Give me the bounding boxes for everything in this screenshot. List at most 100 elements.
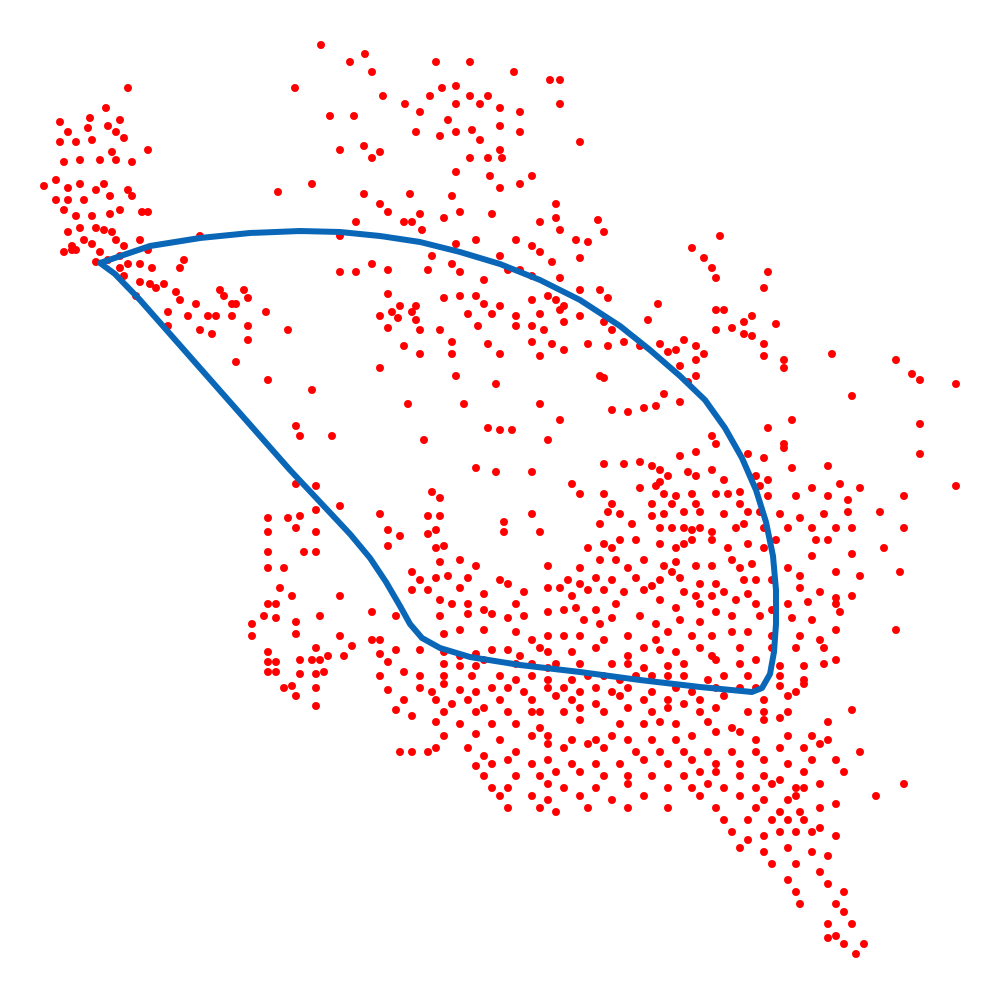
scatter-point: [468, 126, 476, 134]
scatter-point: [708, 592, 716, 600]
boundary-curve-layer: [97, 228, 779, 695]
scatter-point: [820, 660, 828, 668]
scatter-point: [504, 580, 512, 588]
scatter-point: [456, 720, 464, 728]
scatter-point: [496, 792, 504, 800]
scatter-point: [744, 540, 752, 548]
scatter-point: [696, 580, 704, 588]
scatter-point: [52, 196, 60, 204]
scatter-point: [452, 100, 460, 108]
scatter-point: [432, 574, 440, 582]
scatter-point: [456, 556, 464, 564]
scatter-point: [500, 528, 508, 536]
scatter-point: [840, 888, 848, 896]
scatter-point: [204, 312, 212, 320]
scatter-point: [436, 596, 444, 604]
scatter-point: [438, 84, 446, 92]
scatter-point: [576, 704, 584, 712]
scatter-point: [512, 600, 520, 608]
scatter-point: [780, 364, 788, 372]
scatter-point: [536, 724, 544, 732]
scatter-point: [592, 700, 600, 708]
scatter-point: [660, 390, 668, 398]
scatter-point: [664, 348, 672, 356]
scatter-point: [312, 506, 320, 514]
scatter-point: [568, 760, 576, 768]
scatter-point: [520, 588, 528, 596]
scatter-point: [748, 332, 756, 340]
scatter-point: [664, 672, 672, 680]
scatter-point: [844, 496, 852, 504]
scatter-point: [712, 306, 720, 314]
scatter-point: [360, 190, 368, 198]
scatter-point: [336, 632, 344, 640]
scatter-point: [412, 302, 420, 310]
scatter-point: [536, 310, 544, 318]
scatter-point: [379, 92, 387, 100]
scatter-point: [432, 696, 440, 704]
scatter-point: [832, 594, 840, 602]
scatter-point: [504, 646, 512, 654]
scatter-point: [680, 540, 688, 548]
scatter-point: [320, 668, 328, 676]
scatter-point: [796, 900, 804, 908]
scatter-point: [76, 224, 84, 232]
scatter-point: [600, 460, 608, 468]
scatter-point: [544, 676, 552, 684]
scatter-point: [856, 572, 864, 580]
scatter-point: [432, 744, 440, 752]
scatter-point: [416, 672, 424, 680]
scatter-point: [544, 584, 552, 592]
scatter-point: [148, 264, 156, 272]
scatter-point: [488, 784, 496, 792]
scatter-point: [472, 762, 480, 770]
scatter-point: [712, 608, 720, 616]
scatter-point: [736, 500, 744, 508]
scatter-point: [892, 356, 900, 364]
scatter-point: [556, 274, 564, 282]
scatter-point: [560, 708, 568, 716]
scatter-point: [456, 292, 464, 300]
scatter-point: [488, 610, 496, 618]
scatter-point: [776, 776, 784, 784]
scatter-point: [276, 584, 284, 592]
scatter-point: [656, 718, 664, 726]
scatter-point: [416, 646, 424, 654]
scatter-point: [592, 574, 600, 582]
scatter-point: [808, 552, 816, 560]
scatter-point: [668, 568, 676, 576]
scatter-point: [852, 950, 860, 958]
scatter-point: [376, 312, 384, 320]
scatter-point: [900, 524, 908, 532]
scatter-point: [808, 484, 816, 492]
scatter-point: [72, 212, 80, 220]
scatter-point: [308, 180, 316, 188]
scatter-point: [576, 688, 584, 696]
scatter-point: [528, 732, 536, 740]
scatter-point: [488, 720, 496, 728]
scatter-point: [528, 338, 536, 346]
scatter-point: [832, 756, 840, 764]
scatter-point: [440, 672, 448, 680]
scatter-point: [498, 154, 506, 162]
scatter-point: [466, 154, 474, 162]
scatter-point: [664, 760, 672, 768]
scatter-point: [788, 614, 796, 622]
scatter-point: [592, 684, 600, 692]
scatter-point: [680, 588, 688, 596]
scatter-point: [576, 580, 584, 588]
scatter-point: [840, 940, 848, 948]
scatter-point: [660, 490, 668, 498]
scatter-point: [656, 576, 664, 584]
scatter-point: [952, 482, 960, 490]
scatter-point: [764, 476, 772, 484]
scatter-point: [576, 792, 584, 800]
scatter-point: [556, 76, 564, 84]
scatter-point: [724, 544, 732, 552]
scatter-point: [492, 380, 500, 388]
scatter-point: [308, 656, 316, 664]
scatter-point: [592, 736, 600, 744]
scatter-point: [112, 156, 120, 164]
scatter-point: [92, 186, 100, 194]
scatter-point: [492, 468, 500, 476]
